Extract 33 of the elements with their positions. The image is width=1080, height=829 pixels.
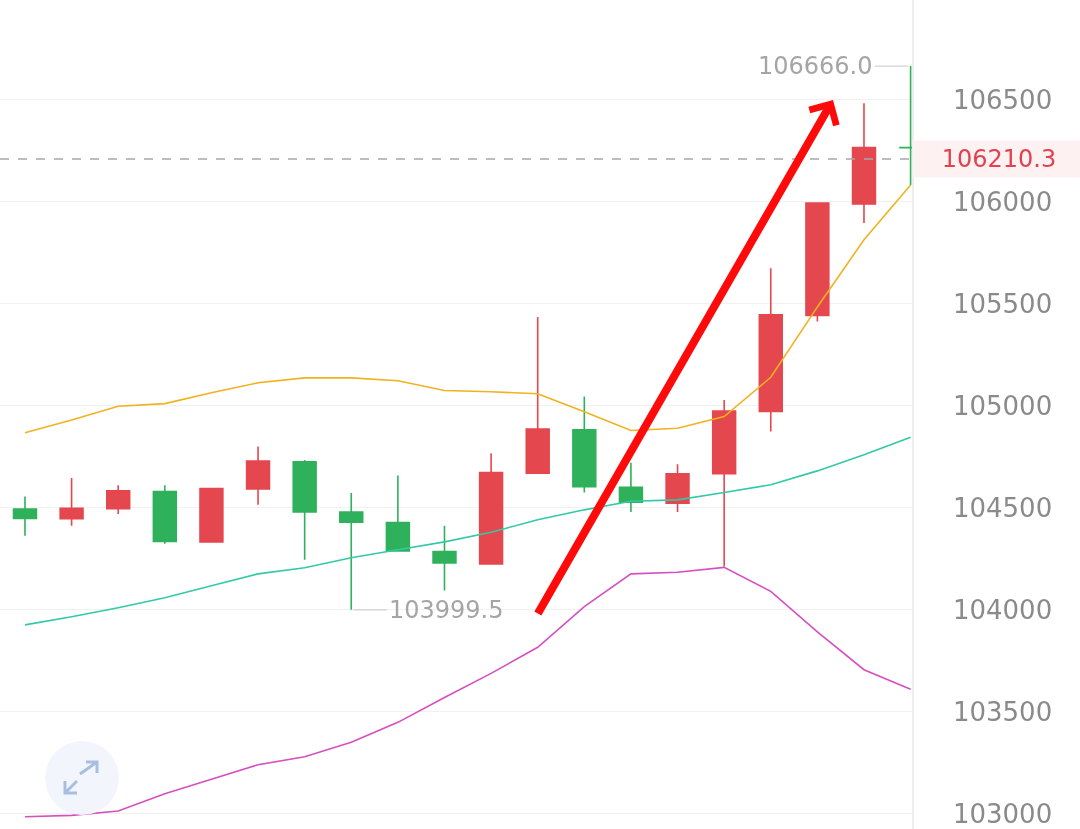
candlestick <box>758 267 783 433</box>
annotation: 103999.5 <box>389 596 504 624</box>
y-tick-label: 106000 <box>952 187 1053 217</box>
y-tick-label: 105500 <box>952 288 1053 319</box>
candlestick <box>478 452 504 566</box>
candlestick <box>385 474 411 553</box>
candlestick <box>618 461 644 513</box>
candlestick <box>12 495 38 537</box>
candlestick <box>245 445 271 506</box>
line-series <box>24 184 912 434</box>
candlestick <box>665 463 690 513</box>
y-tick-label: 104000 <box>952 594 1053 625</box>
candlestick <box>805 202 830 323</box>
candlestick <box>152 484 178 545</box>
candlestick <box>199 487 224 543</box>
y-tick-label: 103000 <box>952 798 1053 829</box>
candlestick <box>105 484 131 515</box>
line-series <box>24 436 912 626</box>
candlestick <box>711 399 737 568</box>
candlestick <box>292 459 317 561</box>
y-tick-label: 104500 <box>952 492 1053 523</box>
candlestick <box>851 102 877 224</box>
candlestick <box>572 395 597 494</box>
candlestick <box>525 316 550 474</box>
y-tick-label: 105000 <box>952 390 1053 421</box>
candlestick <box>432 524 457 592</box>
y-tick-label: 106500 <box>952 85 1053 116</box>
candlestick <box>339 492 364 611</box>
ref-line-label: 106210.3 <box>941 145 1057 173</box>
y-tick-label: 103500 <box>952 696 1053 727</box>
annotation: 106666.0 <box>758 52 873 80</box>
line-series <box>24 566 912 818</box>
candlestick <box>59 477 84 527</box>
